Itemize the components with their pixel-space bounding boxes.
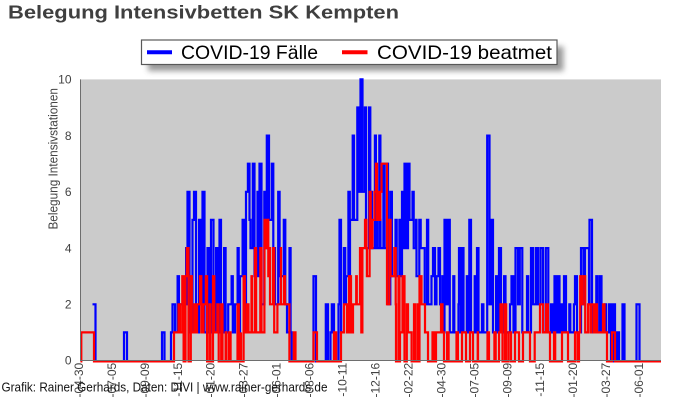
svg-text:-10-11: -10-11 bbox=[336, 362, 350, 396]
svg-text:-01-20: -01-20 bbox=[566, 362, 580, 397]
svg-text:-11-15: -11-15 bbox=[533, 362, 547, 396]
svg-text:-09-09: -09-09 bbox=[500, 362, 514, 397]
svg-text:6: 6 bbox=[65, 185, 72, 199]
svg-text:-01-20: -01-20 bbox=[204, 362, 218, 397]
svg-text:-08-06: -08-06 bbox=[303, 362, 317, 397]
svg-text:-03-27: -03-27 bbox=[237, 362, 251, 397]
svg-text:-06-01: -06-01 bbox=[270, 362, 284, 397]
svg-text:-04-30: -04-30 bbox=[434, 362, 448, 397]
svg-text:-09-09: -09-09 bbox=[138, 362, 152, 397]
svg-text:-11-15: -11-15 bbox=[171, 362, 185, 396]
svg-text:COVID-19 beatmet: COVID-19 beatmet bbox=[377, 42, 553, 64]
svg-text:-06-01: -06-01 bbox=[632, 362, 646, 397]
svg-text:-12-16: -12-16 bbox=[369, 362, 383, 397]
svg-text:4: 4 bbox=[65, 241, 72, 255]
svg-text:-04-30: -04-30 bbox=[72, 362, 86, 397]
svg-text:-03-27: -03-27 bbox=[599, 362, 613, 397]
svg-text:0: 0 bbox=[65, 354, 72, 368]
svg-text:-07-05: -07-05 bbox=[467, 362, 481, 397]
svg-text:COVID-19 Fälle: COVID-19 Fälle bbox=[181, 42, 318, 64]
svg-text:8: 8 bbox=[65, 129, 72, 143]
svg-text:-07-05: -07-05 bbox=[105, 362, 119, 397]
svg-text:Grafik: Rainer Gerhards, Daten: Grafik: Rainer Gerhards, Daten: DIVI | w… bbox=[2, 380, 328, 395]
svg-text:-02-22: -02-22 bbox=[401, 362, 415, 397]
svg-text:Belegung Intensivstationen: Belegung Intensivstationen bbox=[46, 88, 61, 230]
svg-text:10: 10 bbox=[58, 73, 72, 87]
svg-text:Belegung Intensivbetten SK Kem: Belegung Intensivbetten SK Kempten bbox=[8, 2, 399, 23]
svg-text:2: 2 bbox=[65, 298, 72, 312]
